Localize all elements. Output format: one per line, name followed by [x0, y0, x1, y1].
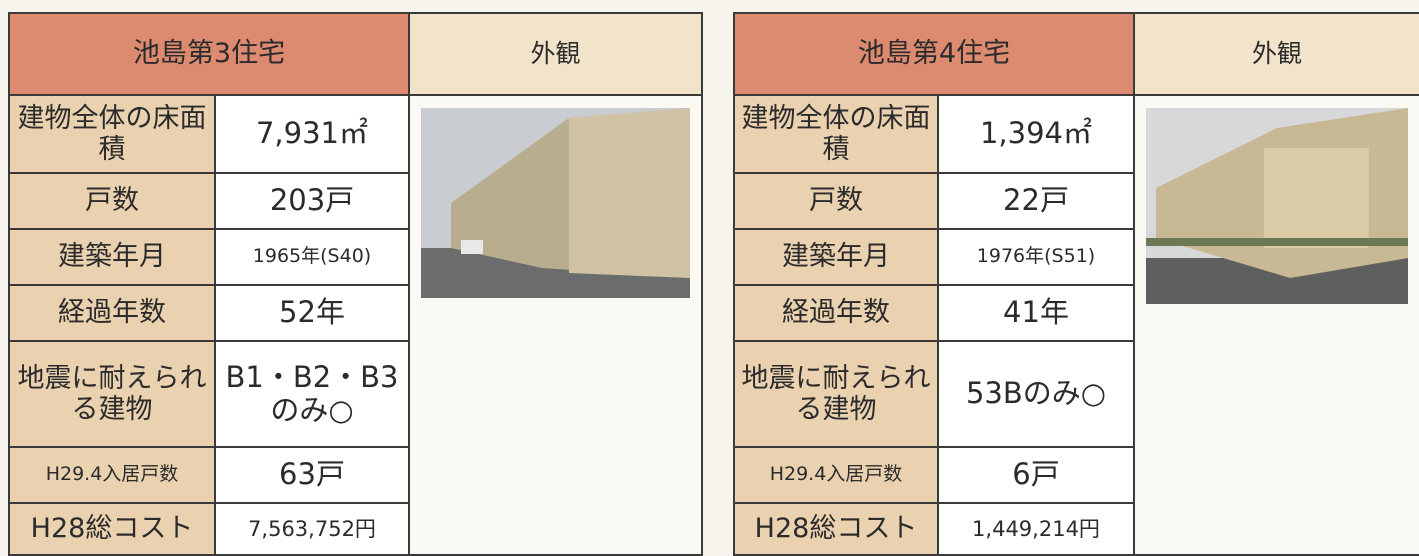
header-row: 池島第3住宅 外観: [8, 12, 703, 96]
photo-shape: [1263, 148, 1369, 248]
row-label: 建物全体の床面積: [733, 94, 939, 174]
building-photo: [1146, 108, 1408, 304]
data-row: 戸数 203戸: [8, 172, 702, 230]
data-row: H28総コスト 1,449,214円: [733, 502, 1419, 556]
photo-shape: [1146, 238, 1408, 246]
info-table: 池島第3住宅 外観 建物全体の床面積 7,931㎡ 戸数 203戸 建築年月 1965年(S4…: [8, 12, 703, 556]
row-label: 地震に耐えられる建物: [8, 340, 216, 448]
row-value: 1,394㎡: [937, 94, 1135, 174]
photo-shape: [461, 240, 483, 254]
row-value: 1965年(S40): [214, 228, 410, 286]
data-row: 建築年月 1976年(S51): [733, 228, 1419, 286]
header-row: 池島第4住宅 外観: [733, 12, 1419, 96]
row-label: 戸数: [8, 172, 216, 230]
data-row: H28総コスト 7,563,752円: [8, 502, 702, 556]
row-label: 地震に耐えられる建物: [733, 340, 939, 448]
data-row: 経過年数 41年: [733, 284, 1419, 342]
row-value: 7,563,752円: [214, 502, 410, 556]
row-label: H29.4入居戸数: [8, 446, 216, 504]
row-value: 41年: [937, 284, 1135, 342]
row-value: 1976年(S51): [937, 228, 1135, 286]
row-label: H28総コスト: [8, 502, 216, 556]
row-value: 63戸: [214, 446, 410, 504]
table-panel: 池島第4住宅 外観 建物全体の床面積 1,394㎡ 戸数 22戸 建築年月 1976年(S51…: [733, 12, 1419, 556]
row-label: 建築年月: [733, 228, 939, 286]
data-row: 戸数 22戸: [733, 172, 1419, 230]
table-title: 池島第4住宅: [733, 12, 1135, 96]
row-value: 7,931㎡: [214, 94, 410, 174]
row-value: 52年: [214, 284, 410, 342]
data-row: 建物全体の床面積 7,931㎡: [8, 94, 703, 556]
photo-header: 外観: [1133, 12, 1419, 96]
data-row: H29.4入居戸数 63戸: [8, 446, 702, 504]
row-label: 建築年月: [8, 228, 216, 286]
info-table: 池島第4住宅 外観 建物全体の床面積 1,394㎡ 戸数 22戸 建築年月 1976年(S51…: [733, 12, 1419, 556]
row-label: 建物全体の床面積: [8, 94, 216, 174]
photo-header: 外観: [408, 12, 703, 96]
row-value: 53Bのみ○: [937, 340, 1135, 448]
row-label: H28総コスト: [733, 502, 939, 556]
row-value: 203戸: [214, 172, 410, 230]
row-label: 経過年数: [733, 284, 939, 342]
table-title: 池島第3住宅: [8, 12, 410, 96]
data-row: 経過年数 52年: [8, 284, 702, 342]
table-panel: 池島第3住宅 外観 建物全体の床面積 7,931㎡ 戸数 203戸 建築年月 1965年(S4…: [8, 12, 703, 556]
photo-cell: [408, 94, 703, 556]
row-value: 6戸: [937, 446, 1135, 504]
row-value: 22戸: [937, 172, 1135, 230]
row-label: 経過年数: [8, 284, 216, 342]
row-label: 戸数: [733, 172, 939, 230]
photo-shape: [568, 108, 690, 278]
row-value: B1・B2・B3のみ○: [214, 340, 410, 448]
data-row: H29.4入居戸数 6戸: [733, 446, 1419, 504]
data-row: 地震に耐えられる建物 53Bのみ○: [733, 340, 1419, 448]
photo-cell: [1133, 94, 1419, 556]
building-photo: [421, 108, 690, 298]
data-row: 地震に耐えられる建物 B1・B2・B3のみ○: [8, 340, 702, 448]
data-row: 建物全体の床面積 1,394㎡: [733, 94, 1419, 556]
row-value: 1,449,214円: [937, 502, 1135, 556]
row-label: H29.4入居戸数: [733, 446, 939, 504]
data-row: 建築年月 1965年(S40): [8, 228, 702, 286]
